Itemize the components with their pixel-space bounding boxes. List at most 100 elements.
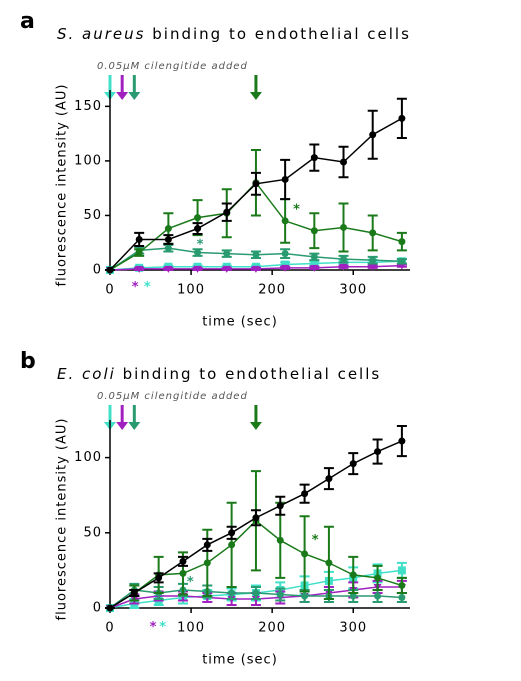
significance-mark: * (187, 575, 194, 590)
marker (164, 244, 172, 252)
x-tick-label: 200 (258, 283, 286, 298)
marker (310, 227, 318, 235)
marker (281, 175, 289, 183)
marker (203, 541, 211, 549)
marker (276, 536, 284, 544)
marker (106, 604, 114, 612)
y-tick-label: 50 (83, 208, 102, 223)
marker (310, 264, 319, 272)
arrow-head (249, 422, 262, 430)
marker (398, 437, 406, 445)
marker (228, 529, 236, 537)
significance-mark: * (144, 280, 151, 295)
x-tick-label: 300 (339, 621, 367, 636)
marker (369, 131, 377, 139)
significance-mark: * (312, 533, 319, 548)
marker (252, 251, 260, 259)
x-tick-label: 100 (177, 283, 205, 298)
marker (252, 514, 260, 522)
marker (374, 574, 382, 582)
marker (374, 592, 382, 600)
x-tick-label: 300 (339, 283, 367, 298)
y-axis-label: fluorescence intensity (AU) (55, 84, 70, 287)
marker (325, 559, 333, 567)
marker (194, 225, 202, 233)
significance-mark: * (197, 237, 204, 252)
marker (155, 574, 163, 582)
marker (368, 263, 377, 271)
marker (281, 264, 290, 272)
marker (194, 214, 202, 222)
marker (223, 208, 231, 216)
marker (325, 475, 333, 483)
marker (398, 114, 406, 122)
marker (339, 263, 348, 271)
marker (276, 590, 284, 598)
marker (398, 593, 406, 601)
marker (164, 225, 172, 233)
marker (349, 460, 357, 468)
marker (340, 223, 348, 231)
marker (228, 541, 236, 549)
panel-letter: b (20, 349, 36, 374)
panel-letter: a (20, 9, 35, 34)
y-tick-label: 100 (74, 450, 102, 465)
y-tick-label: 0 (93, 263, 102, 278)
marker (252, 589, 260, 597)
marker (251, 265, 260, 273)
significance-mark: * (150, 620, 157, 635)
y-axis-label: fluorescence intensity (AU) (55, 418, 70, 621)
title-species: E. coli (57, 365, 116, 383)
marker (281, 260, 290, 269)
marker (222, 265, 231, 273)
marker (135, 265, 144, 273)
marker (340, 158, 348, 166)
marker (228, 589, 236, 597)
marker (164, 235, 172, 243)
x-axis-label: time (sec) (202, 315, 278, 330)
marker (135, 235, 143, 243)
chart-title: E. coli binding to endothelial cells (57, 365, 381, 383)
marker (349, 592, 357, 600)
title-species: S. aureus (57, 25, 145, 43)
y-tick-label: 150 (74, 99, 102, 114)
marker (252, 180, 260, 188)
marker (106, 266, 114, 274)
marker (179, 569, 187, 577)
x-tick-label: 200 (258, 621, 286, 636)
significance-mark: * (159, 620, 166, 635)
arrow-head (116, 92, 129, 100)
significance-mark: * (293, 203, 300, 218)
marker (281, 250, 289, 258)
arrow-head (116, 422, 129, 430)
marker (369, 256, 377, 264)
arrow-head (128, 92, 141, 100)
marker (164, 265, 173, 273)
x-axis-label: time (sec) (202, 653, 278, 668)
marker (310, 259, 319, 268)
marker (194, 249, 202, 257)
x-tick-label: 0 (105, 283, 114, 298)
arrow-head (249, 92, 262, 100)
title-rest: binding to endothelial cells (123, 365, 382, 383)
marker (281, 217, 289, 225)
marker (310, 253, 318, 261)
arrow-label: 0.05µM cilengitide added (97, 61, 248, 72)
marker (179, 557, 187, 565)
marker (310, 154, 318, 162)
arrow-label: 0.05µM cilengitide added (97, 391, 248, 402)
x-tick-label: 0 (105, 621, 114, 636)
y-tick-label: 0 (93, 601, 102, 616)
marker (130, 589, 138, 597)
x-tick-label: 100 (177, 621, 205, 636)
marker (349, 571, 357, 579)
arrow-head (128, 422, 141, 430)
marker (374, 448, 382, 456)
marker (398, 257, 406, 265)
marker (193, 265, 202, 273)
y-tick-label: 50 (83, 525, 102, 540)
marker (301, 490, 309, 498)
chart-title: S. aureus binding to endothelial cells (57, 25, 411, 43)
marker (301, 592, 309, 600)
